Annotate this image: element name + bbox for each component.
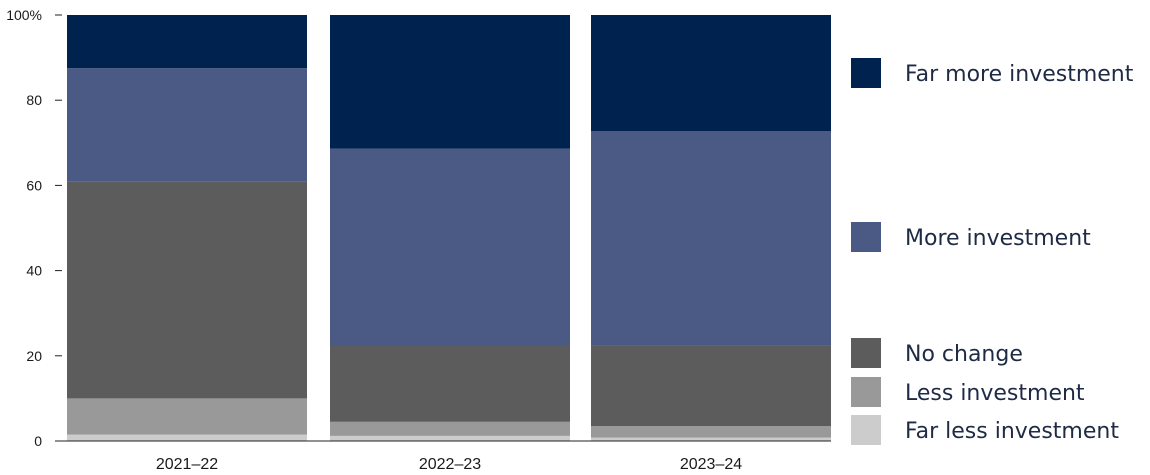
legend-label-3: Less investment [905, 381, 1085, 406]
y-tick-label-2: 40 [26, 263, 42, 279]
bar-segment-2-1 [591, 426, 831, 438]
y-axis: 0 20 40 60 80 100% [6, 7, 62, 449]
y-tick-label-1: 20 [26, 348, 42, 364]
legend-swatch-0 [851, 58, 881, 88]
bar-segment-0-1 [67, 398, 307, 435]
legend-label-2: No change [905, 342, 1023, 367]
bar-segment-0-0 [67, 434, 307, 441]
legend-label-0: Far more investment [905, 62, 1134, 87]
x-tick-label-1: 2022–23 [419, 456, 481, 473]
bar-segment-2-3 [591, 131, 831, 346]
bar-segment-1-3 [330, 148, 570, 347]
bar-segment-2-4 [591, 15, 831, 132]
x-axis-labels: 2021–22 2022–23 2023–24 [156, 456, 742, 473]
bar-segment-1-1 [330, 421, 570, 436]
y-tick-label-5: 100% [6, 7, 42, 23]
bars-layer [67, 15, 831, 441]
bar-segment-2-0 [591, 437, 831, 441]
bar-segment-0-2 [67, 181, 307, 399]
y-tick-label-0: 0 [34, 433, 42, 449]
x-tick-label-2: 2023–24 [680, 456, 742, 473]
legend: Far more investment More investment No cha… [851, 58, 1134, 445]
legend-swatch-4 [851, 415, 881, 445]
y-tick-label-3: 60 [26, 177, 42, 193]
bar-segment-1-2 [330, 346, 570, 422]
legend-swatch-1 [851, 222, 881, 252]
bar-segment-0-4 [67, 15, 307, 69]
legend-swatch-3 [851, 377, 881, 407]
bar-segment-0-3 [67, 68, 307, 182]
bar-segment-1-4 [330, 15, 570, 149]
legend-swatch-2 [851, 338, 881, 368]
y-tick-label-4: 80 [26, 92, 42, 108]
legend-label-4: Far less investment [905, 419, 1119, 444]
legend-label-1: More investment [905, 226, 1091, 251]
x-tick-label-0: 2021–22 [156, 456, 218, 473]
bar-segment-1-0 [330, 435, 570, 441]
bar-segment-2-2 [591, 345, 831, 427]
